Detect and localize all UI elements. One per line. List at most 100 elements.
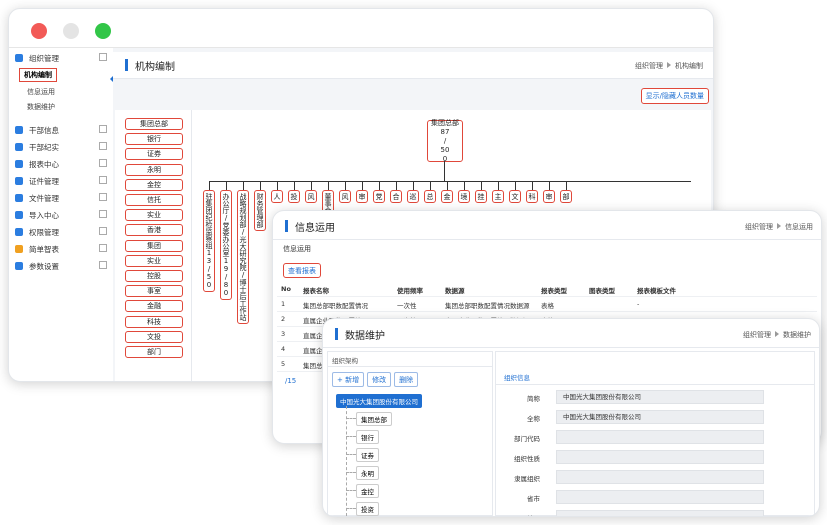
org-child-box[interactable]: 总 <box>424 190 436 203</box>
org-child-box[interactable]: 挂 <box>475 190 487 203</box>
unit-box[interactable]: 金融 <box>125 300 183 313</box>
unit-box[interactable]: 部门 <box>125 346 183 358</box>
menu-item[interactable]: 干部纪实 <box>9 139 113 155</box>
menu-toggle[interactable] <box>99 193 107 201</box>
field-input[interactable]: 中国光大集团股份有限公司 <box>556 410 764 424</box>
org-child-box[interactable]: 金 <box>441 190 453 203</box>
unit-box[interactable]: 永明 <box>125 163 183 176</box>
toolbar-button[interactable]: 删除 <box>394 372 419 387</box>
org-child-box[interactable]: 巡 <box>407 190 419 203</box>
org-child: 审 <box>543 181 555 203</box>
org-child-box[interactable]: 办公厅/党委办公室19/80 <box>220 190 232 300</box>
submenu-item[interactable]: 机构编制 <box>19 68 57 82</box>
table-row[interactable]: 1 集团总部职数配置情况 一次性 集团总部职数配置情况数据源 表格 - <box>277 296 817 312</box>
view-report-button[interactable]: 查看报表 <box>283 263 321 278</box>
crumb-item[interactable]: 信息运用 <box>773 223 813 231</box>
toggle-button[interactable]: 显示/隐藏人员数量 <box>640 88 709 104</box>
menu-toggle[interactable] <box>99 210 107 218</box>
field-input[interactable] <box>556 470 764 484</box>
table-cell: - <box>637 300 640 308</box>
menu-item[interactable]: 参数设置 <box>9 258 113 274</box>
crumb-item[interactable]: 组织管理 <box>743 331 771 339</box>
org-child-box[interactable]: 党 <box>373 190 385 203</box>
unit-box[interactable]: 集团 <box>125 239 183 252</box>
crumb-item[interactable]: 数据维护 <box>771 331 811 339</box>
tree-node[interactable]: 银行 <box>356 430 379 444</box>
unit-box[interactable]: 实业 <box>125 209 183 222</box>
menu-toggle[interactable] <box>99 142 107 150</box>
unit-box[interactable]: 实业 <box>125 254 183 267</box>
crumb-item[interactable]: 组织管理 <box>745 223 773 231</box>
unit-box[interactable]: 信托 <box>125 194 183 206</box>
unit-box[interactable]: 银行 <box>125 133 183 146</box>
tab[interactable]: 组织信息 <box>504 374 530 382</box>
menu-item[interactable]: 文件管理 <box>9 190 113 206</box>
menu-item[interactable]: 证件管理 <box>9 173 113 189</box>
menu-toggle[interactable] <box>99 125 107 133</box>
tree-node[interactable]: 金控 <box>356 484 379 498</box>
unit-box[interactable]: 科技 <box>125 315 183 328</box>
menu-item[interactable]: 组织管理 <box>9 50 113 66</box>
unit-box[interactable]: 证券 <box>125 148 183 161</box>
crumb-item[interactable]: 机构编制 <box>663 62 703 70</box>
menu-toggle[interactable] <box>99 159 107 167</box>
crumb-item[interactable]: 组织管理 <box>635 62 663 70</box>
zoom-dot[interactable] <box>95 23 111 39</box>
menu-toggle[interactable] <box>99 53 107 61</box>
org-child-box[interactable]: 科 <box>526 190 538 203</box>
org-child-box[interactable]: 文 <box>509 190 521 203</box>
field-input[interactable] <box>556 490 764 504</box>
field-input[interactable] <box>556 510 764 516</box>
unit-box[interactable]: 集团总部 <box>125 118 183 130</box>
tree-branch <box>346 454 356 455</box>
org-child-box[interactable]: 审 <box>356 190 368 203</box>
table-cell: 表格 <box>541 302 554 310</box>
tree-node[interactable]: 证券 <box>356 448 379 462</box>
main-window: 组织管理 机构编制 信息运用 数据维护 干部信息 干部纪实 报表中心 证件管理 文件管理 导入中心… <box>8 8 714 382</box>
field-input[interactable] <box>556 430 764 444</box>
unit-box[interactable]: 事室 <box>125 285 183 298</box>
menu-item[interactable]: 干部信息 <box>9 122 113 138</box>
menu-toggle[interactable] <box>99 176 107 184</box>
org-child-box[interactable]: 投 <box>288 190 300 203</box>
menu-toggle[interactable] <box>99 227 107 235</box>
org-child-box[interactable]: 部 <box>560 190 572 203</box>
breadcrumb: 组织管理 数据维护 <box>743 330 811 340</box>
field-input[interactable] <box>556 450 764 464</box>
tree-node[interactable]: 永明 <box>356 466 379 480</box>
org-child-box[interactable]: 人 <box>271 190 283 203</box>
tree-root[interactable]: 中国光大集团股份有限公司 <box>336 394 422 408</box>
unit-box[interactable]: 文投 <box>125 330 183 343</box>
window-title: 数据维护 <box>345 331 385 342</box>
table-cell: 1 <box>281 300 286 308</box>
toolbar: + 新增 修改 删除 <box>332 372 421 387</box>
minimize-dot[interactable] <box>63 23 79 39</box>
org-child-box[interactable]: 风 <box>305 190 317 203</box>
tree-node[interactable]: 投资 <box>356 502 379 516</box>
unit-box[interactable]: 控股 <box>125 270 183 282</box>
unit-box[interactable]: 香港 <box>125 224 183 237</box>
org-child-box[interactable]: 境 <box>458 190 470 203</box>
menu-toggle[interactable] <box>99 244 107 252</box>
org-child-box[interactable]: 审 <box>543 190 555 203</box>
unit-box[interactable]: 金控 <box>125 178 183 191</box>
menu-item[interactable]: 简单智表 <box>9 241 113 257</box>
org-child-box[interactable]: 驻集团纪检监察组13/50 <box>203 190 215 292</box>
toolbar-button[interactable]: + 新增 <box>332 372 365 387</box>
tree-node[interactable]: 集团总部 <box>356 412 392 426</box>
org-child-box[interactable]: 风 <box>339 190 351 203</box>
field-input[interactable]: 中国光大集团股份有限公司 <box>556 390 764 404</box>
org-child-box[interactable]: 合 <box>390 190 402 203</box>
submenu-item[interactable]: 信息运用 <box>27 88 55 96</box>
menu-toggle[interactable] <box>99 261 107 269</box>
toolbar-button[interactable]: 修改 <box>367 372 392 387</box>
menu-item[interactable]: 权限管理 <box>9 224 113 240</box>
org-child-box[interactable]: 主 <box>492 190 504 203</box>
menu-item[interactable]: 导入中心 <box>9 207 113 223</box>
menu-label: 干部纪实 <box>29 143 59 152</box>
org-child-box[interactable]: 财务管理部 <box>254 190 266 231</box>
close-dot[interactable] <box>31 23 47 39</box>
org-child-box[interactable]: 战略规划部/光大研究院/博士后工作站 <box>237 190 249 324</box>
submenu-item[interactable]: 数据维护 <box>27 103 55 111</box>
menu-item[interactable]: 报表中心 <box>9 156 113 172</box>
